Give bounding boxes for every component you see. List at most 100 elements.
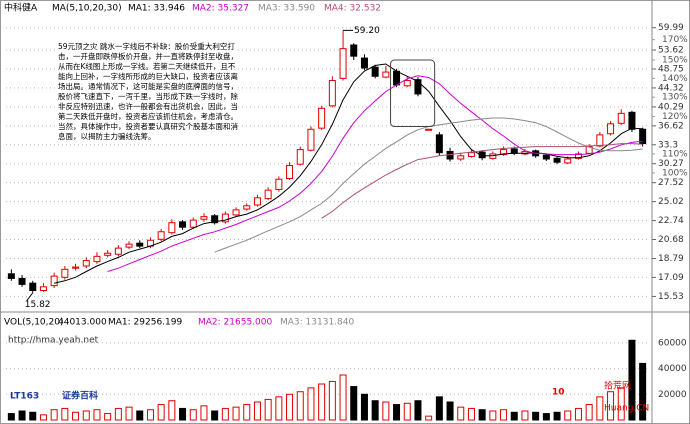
ma-legend: MA3: 33.590 [258, 4, 315, 14]
candle-body [371, 66, 379, 77]
y-tick-label: 20.68 [658, 235, 684, 245]
y-tick-label: 48.75 [658, 64, 684, 74]
y-tick-label: 15.53 [658, 292, 684, 302]
candle-body [50, 275, 58, 287]
y-tick-label: 36.62 [658, 121, 684, 131]
candle-body [136, 242, 144, 247]
volume-bar [446, 401, 454, 421]
candle-body [328, 80, 336, 107]
candle-body [564, 158, 572, 164]
candle-body [639, 128, 647, 145]
volume-bar [596, 396, 604, 421]
y-tick-label: 59.99 [658, 23, 684, 33]
volume-bar [61, 407, 69, 421]
volume-bar [39, 414, 47, 421]
volume-bar [93, 409, 101, 421]
candle-body [29, 282, 37, 291]
volume-bar [146, 409, 154, 421]
candle-body [296, 149, 304, 165]
volume-bar [232, 406, 240, 421]
volume-bar [179, 407, 187, 421]
candle-body [393, 70, 401, 86]
candle-body [350, 44, 358, 57]
candle-body [382, 71, 390, 78]
volume-bar [243, 404, 251, 421]
highlight-box [390, 59, 436, 128]
ma-legend: MA4: 32.532 [324, 4, 381, 14]
volume-bar [457, 406, 465, 421]
candle-body [467, 152, 475, 157]
volume-bar [211, 410, 219, 421]
volume-bar [521, 410, 529, 421]
candle-body [200, 216, 208, 220]
volume-bar [542, 413, 550, 421]
candle-body [7, 273, 15, 279]
candle-body [232, 209, 240, 216]
candle-body [264, 189, 272, 200]
candle-body [553, 157, 561, 163]
volume-bar [553, 411, 561, 421]
y-tick-label: 25.02 [658, 197, 684, 207]
y-tick-label: 33.3 [658, 140, 678, 150]
volume-bar [585, 404, 593, 421]
y-tick-label: 44.32 [658, 83, 684, 93]
candle-body [628, 111, 636, 130]
y-tick-label: 22.74 [658, 216, 684, 226]
volume-bar [574, 407, 582, 421]
vol-tick-label: 60000 [658, 338, 687, 348]
volume-bar [607, 391, 615, 421]
logo-left-cn: 证券百科 [62, 390, 98, 402]
ma-line [321, 143, 643, 219]
volume-bar [189, 409, 197, 421]
candle-body [607, 123, 615, 135]
volume-bar [18, 410, 26, 421]
candle-body [125, 243, 133, 248]
volume-bar [275, 396, 283, 421]
volume-bar [360, 393, 368, 421]
volume-bar [114, 407, 122, 421]
candle-body [542, 154, 550, 160]
candle-body [617, 112, 625, 124]
volume-bar [82, 410, 90, 421]
y-tick-label: 18.79 [658, 254, 684, 264]
candle-body [168, 222, 176, 234]
volume-bar [639, 362, 647, 421]
candle-body [211, 215, 219, 224]
candle-body [414, 79, 422, 95]
y-tick-label: 40.29 [658, 102, 684, 112]
volume-bar [478, 409, 486, 421]
candle-body [189, 219, 197, 228]
candle-body [510, 148, 518, 154]
logo-right-cn: 拾荒网 [604, 380, 631, 392]
pct-tick-label: 130% [662, 93, 688, 103]
volume-bar [136, 410, 144, 421]
candle-body [457, 155, 465, 160]
volume-bar [286, 393, 294, 421]
vol-tick-label: 20000 [658, 390, 687, 400]
ma-legend: MA1: 33.946 [128, 4, 185, 14]
stock-name: 中科健A [4, 2, 38, 14]
logo-num: 10 [552, 388, 565, 398]
y-tick-label: 30.27 [658, 159, 684, 169]
candle-body [585, 146, 593, 154]
candle-body [307, 128, 315, 151]
vol-title: VOL(5,10,20) [4, 318, 63, 328]
volume-bar [500, 409, 508, 421]
volume-bar [617, 387, 625, 421]
volume-bar [221, 407, 229, 421]
candle-body [286, 165, 294, 180]
candle-body [275, 178, 283, 190]
volume-bar [253, 401, 261, 421]
volume-bar [125, 406, 133, 421]
indicator: MA(5,10,20,30) [52, 4, 122, 14]
volume-bar [104, 413, 112, 421]
volume-bar [29, 411, 37, 421]
annotation-text: 59元顶之灾 跳水一字线后不补缺：股价受重大利空打击，一开盘即跌停板价开盘，并一… [58, 42, 238, 142]
volume-bar [564, 410, 572, 421]
vol-legend: MA1: 29256.199 [108, 318, 182, 328]
volume-bar [264, 398, 272, 421]
volume-bar [168, 400, 176, 421]
candle-body [114, 247, 122, 255]
candle-body [425, 128, 433, 131]
volume-bar [72, 411, 80, 421]
